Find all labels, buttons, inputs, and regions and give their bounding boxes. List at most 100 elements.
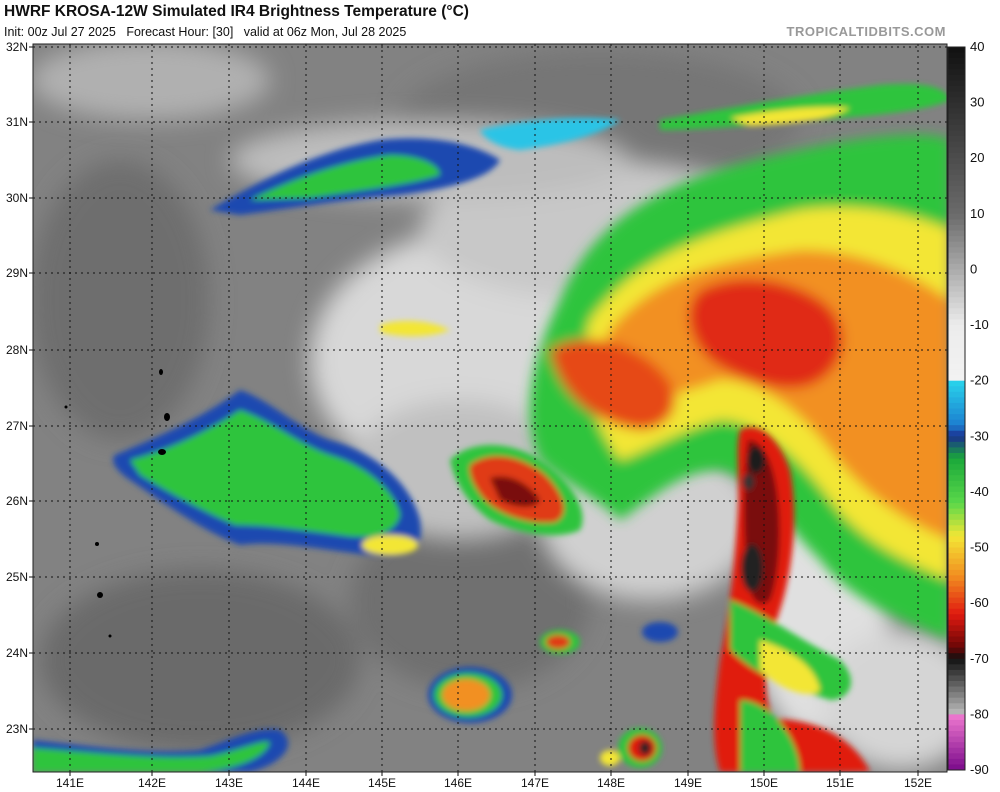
init-time: Init: 00z Jul 27 2025 bbox=[4, 25, 116, 39]
colorbar-step bbox=[948, 464, 965, 471]
colorbar-step bbox=[948, 241, 965, 248]
colorbar-step bbox=[948, 536, 965, 543]
colorbar-step bbox=[948, 347, 965, 354]
colorbar-step bbox=[948, 619, 965, 626]
colorbar-step bbox=[948, 358, 965, 365]
colorbar-tick-label: -50 bbox=[970, 540, 989, 555]
colorbar-step bbox=[948, 708, 965, 715]
colorbar-step bbox=[948, 247, 965, 254]
colorbar-step bbox=[948, 341, 965, 348]
colorbar-step bbox=[948, 508, 965, 515]
colorbar-step bbox=[948, 692, 965, 699]
colorbar-step bbox=[948, 714, 965, 721]
colorbar-step bbox=[948, 230, 965, 237]
colorbar-step bbox=[948, 58, 965, 65]
colorbar-step bbox=[948, 580, 965, 587]
lat-label: 28N bbox=[6, 343, 28, 357]
colorbar-step bbox=[948, 558, 965, 565]
colorbar-step bbox=[948, 163, 965, 170]
lat-label: 32N bbox=[6, 40, 28, 54]
colorbar-step bbox=[948, 408, 965, 415]
colorbar-step bbox=[948, 514, 965, 521]
colorbar-tick-label: -30 bbox=[970, 428, 989, 443]
colorbar-step bbox=[948, 224, 965, 232]
colorbar-tick-label: -60 bbox=[970, 595, 989, 610]
colorbar-step bbox=[948, 753, 965, 760]
lon-label: 151E bbox=[826, 776, 854, 790]
colorbar-step bbox=[948, 74, 965, 81]
colorbar-step bbox=[948, 686, 965, 693]
colorbar-step bbox=[948, 174, 965, 181]
colorbar-step bbox=[948, 653, 965, 660]
lat-label: 25N bbox=[6, 570, 28, 584]
colorbar-step bbox=[948, 69, 965, 76]
colorbar-step bbox=[948, 208, 965, 215]
colorbar-step bbox=[948, 330, 965, 337]
colorbar-step bbox=[948, 547, 965, 554]
colorbar-step bbox=[948, 280, 965, 287]
colorbar-step bbox=[948, 658, 965, 665]
colorbar-step bbox=[948, 80, 965, 87]
colorbar-step bbox=[948, 436, 965, 443]
colorbar-step bbox=[948, 47, 965, 54]
convection-east bbox=[529, 134, 947, 639]
colorbar-step bbox=[948, 758, 965, 765]
colorbar-tick-label: -10 bbox=[970, 317, 989, 332]
colorbar-step bbox=[948, 63, 965, 70]
colorbar-step bbox=[948, 592, 965, 599]
latitude-labels: 32N 31N 30N 29N 28N 27N 26N 25N 24N 23N bbox=[6, 40, 33, 736]
colorbar-step bbox=[948, 719, 965, 727]
lon-label: 152E bbox=[904, 776, 932, 790]
colorbar-step bbox=[948, 291, 965, 298]
colorbar-step bbox=[948, 97, 965, 104]
colorbar-step bbox=[948, 697, 965, 704]
colorbar-step bbox=[948, 325, 965, 332]
colorbar-step bbox=[948, 414, 965, 421]
colorbar-step bbox=[948, 475, 965, 482]
colorbar-step bbox=[948, 158, 965, 165]
colorbar-step bbox=[948, 191, 965, 198]
lat-label: 27N bbox=[6, 419, 28, 433]
colorbar-tick-label: -20 bbox=[970, 373, 989, 388]
lat-label: 23N bbox=[6, 722, 28, 736]
colorbar-tick-label: 20 bbox=[970, 150, 984, 165]
colorbar-step bbox=[948, 119, 965, 126]
colorbar-tick-label: -70 bbox=[970, 651, 989, 666]
colorbar-step bbox=[948, 480, 965, 487]
convection-west bbox=[113, 390, 421, 557]
lon-label: 149E bbox=[674, 776, 702, 790]
colorbar-step bbox=[948, 614, 965, 621]
brand-watermark: TROPICALTIDBITS.COM bbox=[786, 24, 946, 39]
colorbar-step bbox=[948, 364, 965, 371]
colorbar-step bbox=[948, 458, 965, 465]
lat-label: 30N bbox=[6, 191, 28, 205]
colorbar-step bbox=[948, 519, 965, 526]
colorbar-step bbox=[948, 213, 965, 220]
colorbar-step bbox=[948, 736, 965, 743]
colorbar-step bbox=[948, 219, 965, 226]
colorbar-step bbox=[948, 297, 965, 304]
colorbar-step bbox=[948, 597, 965, 604]
lon-label: 143E bbox=[215, 776, 243, 790]
colorbar-step bbox=[948, 258, 965, 265]
colorbar-tick-label: 30 bbox=[970, 95, 984, 110]
colorbar-step bbox=[948, 681, 965, 688]
colorbar-step bbox=[948, 135, 965, 143]
colorbar-tick-label: 10 bbox=[970, 206, 984, 221]
colorbar-step bbox=[948, 486, 965, 493]
colorbar-step bbox=[948, 352, 965, 359]
colorbar-step bbox=[948, 603, 965, 610]
colorbar-step bbox=[948, 141, 965, 148]
convection-north bbox=[210, 83, 947, 337]
colorbar-step bbox=[948, 91, 965, 98]
lon-label: 144E bbox=[292, 776, 320, 790]
lon-label: 145E bbox=[368, 776, 396, 790]
colorbar-step bbox=[948, 302, 965, 309]
convection-south bbox=[33, 622, 678, 772]
map-frame bbox=[32, 43, 948, 773]
colorbar-step bbox=[948, 263, 965, 270]
colorbar-tick-label: -80 bbox=[970, 706, 989, 721]
colorbar-step bbox=[948, 147, 965, 154]
high-cloud-shield bbox=[33, 44, 947, 770]
colorbar-labels: 40 30 20 10 0 -10 -20 -30 -40 -50 -60 -70 -80 -90 bbox=[970, 39, 989, 777]
